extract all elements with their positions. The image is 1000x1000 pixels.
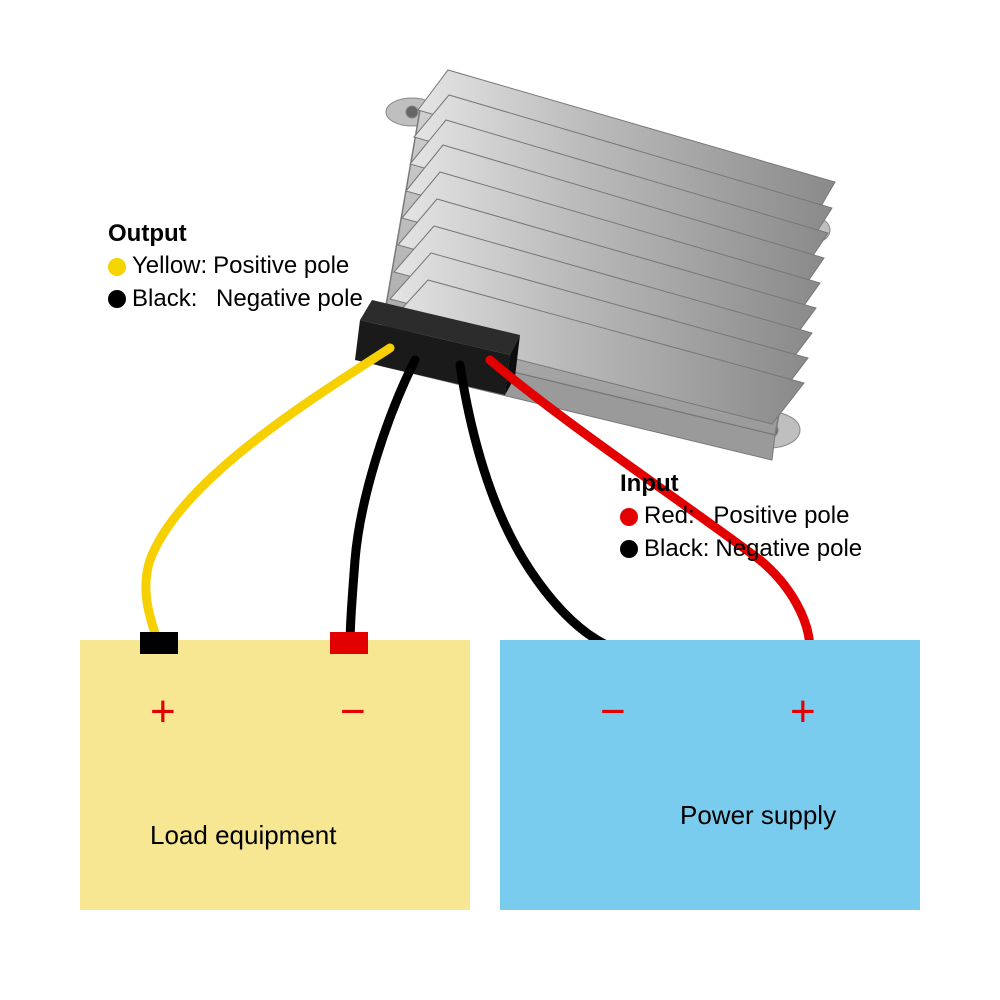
wire-black-input [460,365,618,650]
output-heading: Output [108,218,363,250]
input-row2-desc: Negative pole [715,533,862,565]
wire-black-output [350,360,415,648]
black-dot-icon [108,290,126,308]
input-row1-desc: Positive pole [713,500,849,532]
output-legend: Output Yellow: Positive pole Black: Nega… [108,218,363,315]
load-equipment-box [80,640,470,910]
output-row1-desc: Positive pole [213,250,349,282]
diagram-canvas: Output Yellow: Positive pole Black: Nega… [0,0,1000,1000]
supply-box-label: Power supply [680,800,836,831]
load-box-label: Load equipment [150,820,336,851]
output-row1-label: Yellow: [132,250,207,282]
yellow-dot-icon [108,258,126,276]
output-row2-label: Black: [132,283,197,315]
supply-plus-symbol: + [790,690,816,734]
black-dot-icon [620,540,638,558]
output-row2-desc: Negative pole [216,283,363,315]
input-row2-label: Black: [644,533,709,565]
red-dot-icon [620,508,638,526]
load-terminal-positive [140,632,178,654]
load-terminal-negative [330,632,368,654]
input-row1-label: Red: [644,500,695,532]
input-legend: Input Red: Positive pole Black: Negative… [620,468,862,565]
load-plus-symbol: + [150,690,176,734]
power-supply-box [500,640,920,910]
supply-minus-symbol: − [600,690,626,734]
input-heading: Input [620,468,862,500]
load-minus-symbol: − [340,690,366,734]
